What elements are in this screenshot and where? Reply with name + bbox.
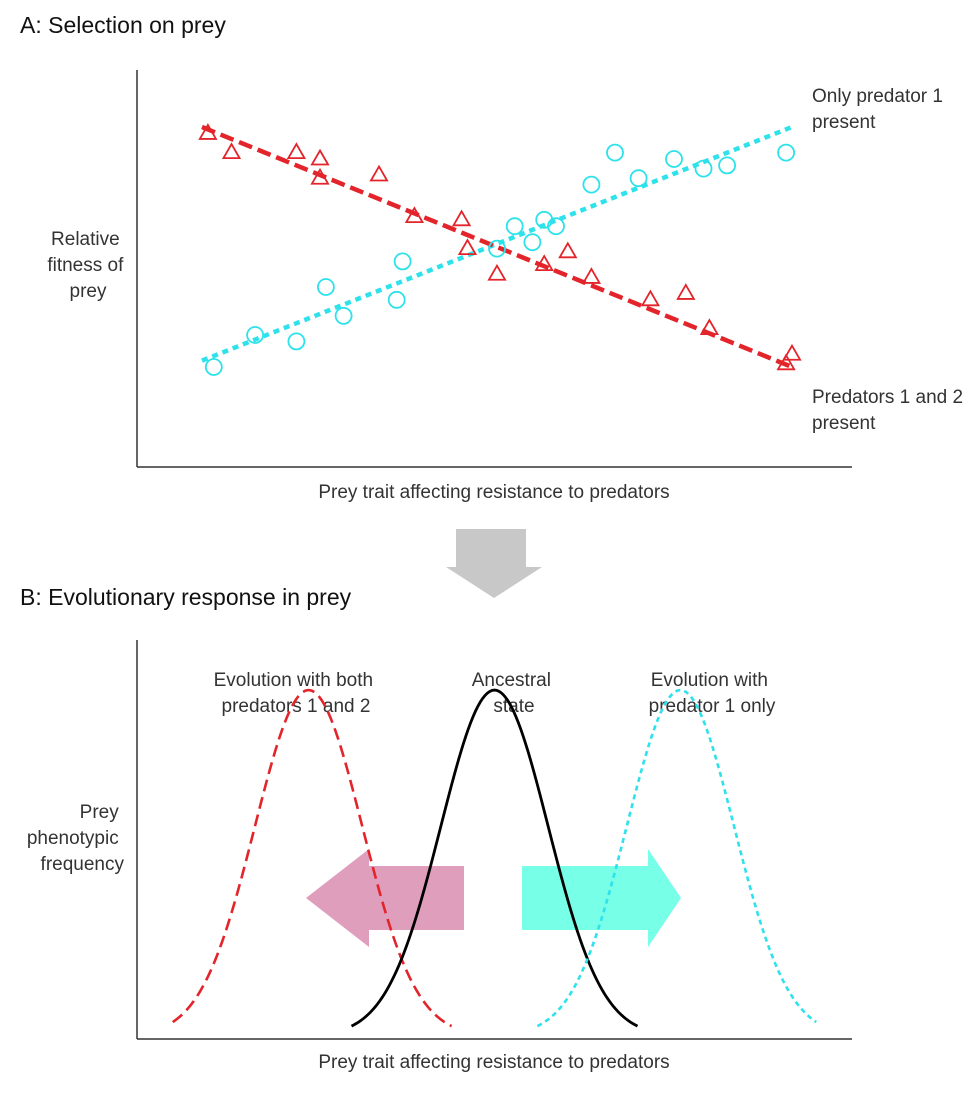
panel-a-trendlines [201,124,793,370]
ancestral-state-curve [350,688,639,1028]
panel-a-points [198,123,802,376]
only-predator-1-present-point [523,233,542,252]
label-evolution-predator-1-only: Evolution with predator 1 only [649,670,776,717]
legend-predators-1-and-2: Predators 1 and 2 present [812,387,968,434]
only-predator-1-present-point [316,278,335,296]
predators-1-and-2-present-point [581,267,602,284]
label-ancestral-state: Ancestral state [472,670,556,717]
only-predator-1-present-point [488,239,506,258]
panel-a-ylabel: Relative fitness of prey [47,229,128,302]
predators-1-and-2-present-point [369,164,389,182]
predators-1-and-2-present-point [558,241,578,259]
label-evolution-both-predators: Evolution with both predators 1 and 2 [214,670,379,717]
predators-1-and-2-present-point [487,263,507,281]
right-shift-arrow [522,849,681,947]
predators-1-and-2-present-point [404,206,425,224]
only-predator-1-present-point [505,217,524,236]
predators-1-and-2-present-point [782,343,802,361]
predators-1-and-2-present-point [310,167,330,185]
predators-1-and-2-present-point [676,283,696,300]
predators-1-and-2-present-point [310,148,330,166]
only-predator-1-present-point [629,169,648,188]
panel-b-ylabel: Prey phenotypic frequency [27,802,125,875]
predators-1-and-2-present-point [640,289,661,307]
only-predator-1-present-point [606,143,624,162]
predators-1-and-2-present-point [534,254,554,272]
left-shift-arrow [306,849,464,947]
panel-a-title: A: Selection on prey [20,12,226,38]
predators-1-and-2-present-trendline [201,124,793,370]
legend-only-predator-1: Only predator 1 present [812,86,948,133]
only-predator-1-present-point [665,150,683,168]
panel-a-axes [136,70,852,468]
predators-1-and-2-present-point [776,353,796,371]
predators-1-and-2-present-point [198,123,218,140]
only-predator-1-present-point [777,143,795,162]
only-predator-1-present-point [287,332,306,351]
only-predator-1-present-point [718,156,736,175]
only-predator-1-present-point [387,290,406,309]
predators-1-and-2-present-point [699,318,720,336]
down-arrow [446,529,542,598]
evolution-with-predator-1-only-curve [536,688,817,1028]
panel-b-curves [172,688,817,1028]
only-predator-1-present-point [393,252,412,271]
only-predator-1-present-point [547,217,565,236]
only-predator-1-present-point [694,159,713,178]
predators-1-and-2-present-point [451,209,472,227]
evolution-with-both-predators-1-and-2-curve [172,688,453,1028]
panel-b-xlabel: Prey trait affecting resistance to preda… [318,1052,669,1073]
only-predator-1-present-point [246,326,265,344]
only-predator-1-present-trendline [201,124,793,363]
predators-1-and-2-present-point [286,142,307,160]
panel-a-xlabel: Prey trait affecting resistance to preda… [318,482,669,503]
predators-1-and-2-present-point [221,142,242,160]
predators-1-and-2-present-point [457,238,478,256]
only-predator-1-present-point [334,306,353,325]
panel-b-title: B: Evolutionary response in prey [20,584,352,610]
panel-b-axes [136,640,852,1040]
only-predator-1-present-point [204,358,223,376]
only-predator-1-present-point [582,175,601,194]
